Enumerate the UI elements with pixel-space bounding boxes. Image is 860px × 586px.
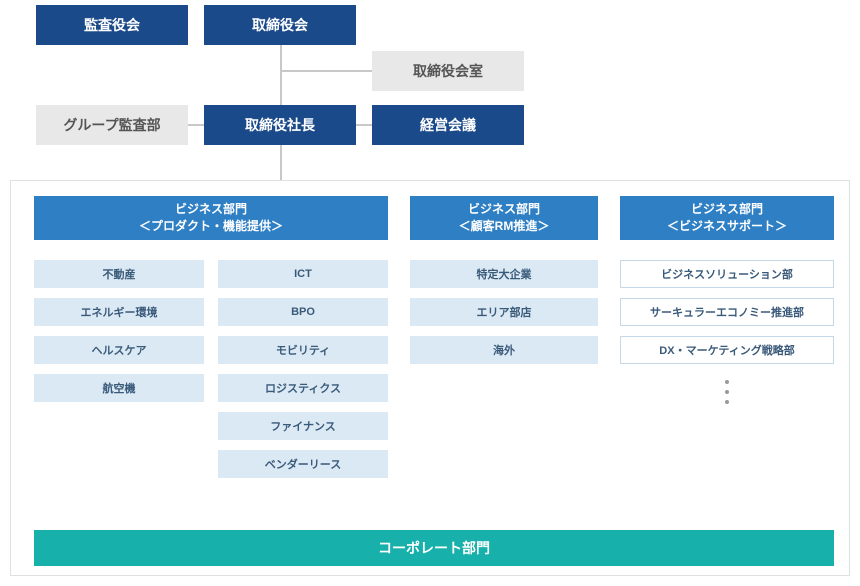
product_col1-cell: 不動産 (34, 260, 204, 288)
product_col2-cell-label: BPO (291, 306, 315, 318)
product_col1-cell-label: 航空機 (103, 380, 136, 396)
support_col-cell: DX・マーケティング戦略部 (620, 336, 834, 364)
box-group-audit: グループ監査部 (36, 105, 188, 145)
product_col1-cell: 航空機 (34, 374, 204, 402)
product_col2-cell: モビリティ (218, 336, 388, 364)
product_col2-cell: ベンダーリース (218, 450, 388, 478)
label-audit-board: 監査役会 (84, 15, 140, 35)
header-support-sub: ＜ビジネスサポート＞ (667, 218, 787, 235)
box-president: 取締役社長 (204, 105, 356, 145)
product_col2-cell: BPO (218, 298, 388, 326)
header-rm-title: ビジネス部門 (468, 201, 540, 218)
product_col1-cell-label: 不動産 (103, 266, 136, 282)
org-chart-root: 監査役会 取締役会 取締役会室 グループ監査部 取締役社長 経営会議 ビジネス部… (0, 0, 860, 586)
product_col2-cell: ロジスティクス (218, 374, 388, 402)
header-support-title: ビジネス部門 (691, 201, 763, 218)
product_col2-cell-label: ベンダーリース (265, 456, 341, 472)
label-mgmt-meeting: 経営会議 (420, 115, 476, 135)
support_col-cell-label: サーキュラーエコノミー推進部 (650, 304, 804, 320)
header-rm: ビジネス部門 ＜顧客RM推進＞ (410, 196, 598, 240)
box-mgmt-meeting: 経営会議 (372, 105, 524, 145)
rm_col-cell: 特定大企業 (410, 260, 598, 288)
label-corporate: コーポレート部門 (378, 538, 490, 558)
corporate-bar: コーポレート部門 (34, 530, 834, 566)
label-president: 取締役社長 (245, 115, 315, 135)
header-rm-sub: ＜顧客RM推進＞ (459, 218, 550, 235)
support_col-cell-label: DX・マーケティング戦略部 (659, 342, 794, 358)
box-board-directors: 取締役会 (204, 5, 356, 45)
label-group-audit: グループ監査部 (63, 115, 160, 135)
product_col2-cell: ICT (218, 260, 388, 288)
rm_col-cell-label: 海外 (493, 342, 515, 358)
product_col1-cell: エネルギー環境 (34, 298, 204, 326)
product_col2-cell-label: ファイナンス (270, 418, 336, 434)
box-board-office: 取締役会室 (372, 51, 524, 91)
line-h-board-office (281, 70, 376, 72)
product_col2-cell: ファイナンス (218, 412, 388, 440)
header-support: ビジネス部門 ＜ビジネスサポート＞ (620, 196, 834, 240)
support_col-cell-label: ビジネスソリューション部 (661, 266, 793, 282)
rm_col-cell: 海外 (410, 336, 598, 364)
product_col2-cell-label: モビリティ (276, 342, 330, 358)
rm_col-cell-label: 特定大企業 (477, 266, 532, 282)
product_col1-cell-label: エネルギー環境 (81, 304, 158, 320)
rm_col-cell-label: エリア部店 (477, 304, 532, 320)
support_col-cell: ビジネスソリューション部 (620, 260, 834, 288)
header-product-title: ビジネス部門 (175, 201, 247, 218)
box-audit-board: 監査役会 (36, 5, 188, 45)
product_col2-cell-label: ロジスティクス (265, 380, 341, 396)
header-product: ビジネス部門 ＜プロダクト・機能提供＞ (34, 196, 388, 240)
label-board-office: 取締役会室 (413, 61, 483, 81)
header-product-sub: ＜プロダクト・機能提供＞ (139, 218, 283, 235)
ellipsis-dots (725, 380, 729, 404)
support_col-cell: サーキュラーエコノミー推進部 (620, 298, 834, 326)
rm_col-cell: エリア部店 (410, 298, 598, 326)
label-board-directors: 取締役会 (252, 15, 308, 35)
product_col1-cell: ヘルスケア (34, 336, 204, 364)
product_col2-cell-label: ICT (294, 268, 312, 280)
product_col1-cell-label: ヘルスケア (92, 342, 147, 358)
